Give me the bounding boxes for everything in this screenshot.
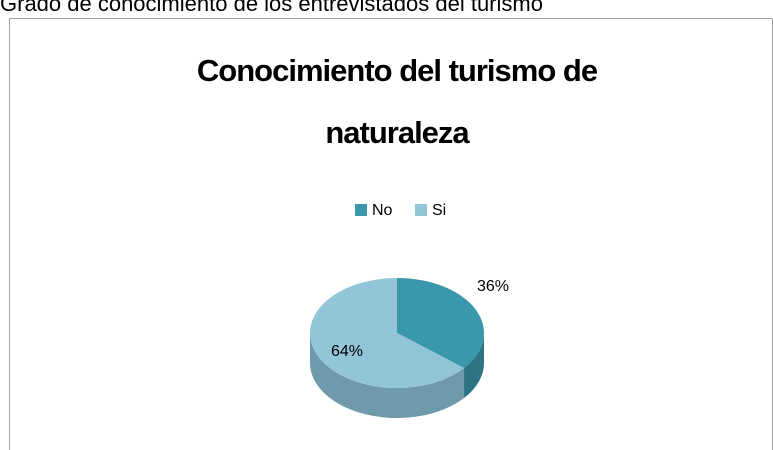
- data-label: 64%: [331, 343, 363, 360]
- pie-side: [464, 333, 484, 399]
- legend-label: Si: [432, 202, 446, 219]
- legend-swatch: [415, 204, 427, 216]
- pie-slice: [397, 278, 484, 369]
- legend-swatch: [355, 204, 367, 216]
- legend-label: No: [372, 202, 393, 219]
- pie-slice: [309, 278, 465, 389]
- pie-side: [309, 333, 465, 418]
- chart-title: Conocimiento del turismo de naturaleza: [196, 53, 598, 150]
- data-label: 36%: [477, 278, 509, 295]
- caption: Grado de conocimiento de los entrevistad…: [0, 0, 543, 16]
